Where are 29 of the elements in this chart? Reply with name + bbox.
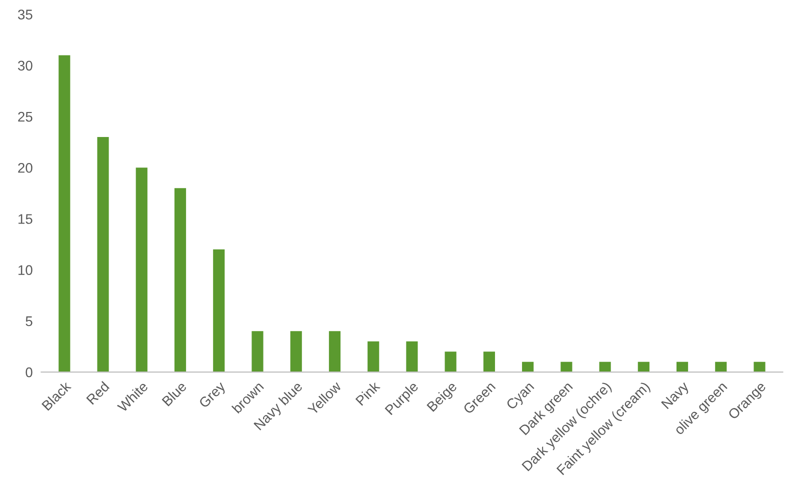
y-tick-label: 0 <box>26 367 32 378</box>
bar <box>638 362 650 372</box>
bar <box>290 331 302 372</box>
bar <box>560 362 572 372</box>
bar <box>328 331 341 372</box>
bar <box>444 352 456 372</box>
bar <box>676 362 688 372</box>
x-tick-label: Blue <box>161 380 188 406</box>
y-tick-label: 25 <box>18 112 32 122</box>
y-tick-label: 10 <box>18 265 32 276</box>
bar <box>97 136 109 372</box>
bar <box>483 352 495 372</box>
bar <box>174 188 186 372</box>
y-tick-label: 35 <box>18 10 32 20</box>
bar <box>213 249 225 372</box>
y-tick-label: 20 <box>18 162 32 173</box>
y-tick-label: 5 <box>26 316 32 326</box>
bar <box>754 362 766 372</box>
bar <box>136 168 148 372</box>
bar <box>599 362 611 372</box>
bar <box>522 362 534 372</box>
bar <box>368 341 380 372</box>
bar <box>406 341 418 372</box>
y-tick-label: 30 <box>18 60 32 71</box>
bar <box>252 331 264 372</box>
bar <box>58 55 70 372</box>
y-tick-label: 15 <box>18 214 32 224</box>
bar <box>715 362 727 372</box>
x-tick-label: Pink <box>355 380 380 406</box>
